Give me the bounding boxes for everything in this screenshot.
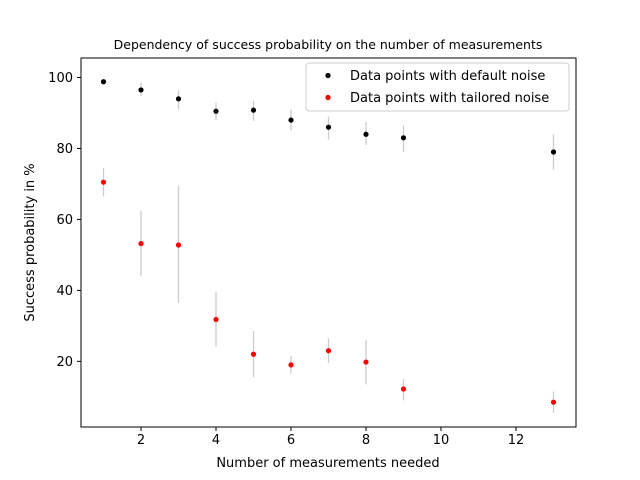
points-layer (100, 79, 557, 405)
x-tick-label: 10 (433, 433, 450, 448)
y-tick-label: 60 (56, 213, 73, 228)
y-tick-label: 80 (56, 142, 73, 157)
data-point-tailored (325, 348, 332, 354)
data-point-default (288, 117, 294, 123)
legend-marker-tailored (325, 94, 331, 101)
legend-box (305, 62, 570, 112)
data-point-tailored (100, 179, 107, 185)
legend-label-default: Data points with default noise (350, 69, 545, 84)
data-point-tailored (363, 359, 369, 365)
x-axis-ticks: 2 4 6 8 10 12 (137, 427, 524, 448)
x-tick-label: 8 (362, 433, 370, 448)
data-point-tailored (400, 386, 407, 392)
data-point-tailored (213, 316, 219, 323)
data-point-tailored (175, 242, 182, 248)
x-tick-label: 6 (287, 433, 295, 448)
chart-title: Dependency of success probability on the… (114, 37, 543, 52)
y-tick-label: 100 (48, 71, 73, 86)
y-tick-label: 20 (56, 355, 73, 370)
data-point-default (138, 87, 144, 93)
legend-marker-default (325, 72, 331, 79)
data-point-default (325, 124, 332, 130)
y-axis-ticks: 20 40 60 80 100 (48, 71, 81, 370)
data-point-default (100, 79, 107, 85)
data-point-tailored (288, 362, 294, 368)
errorbar-layer (102, 82, 555, 413)
data-point-tailored (550, 399, 557, 405)
legend-label-tailored: Data points with tailored noise (350, 91, 549, 106)
data-point-tailored (138, 240, 144, 247)
y-tick-label: 40 (56, 284, 73, 299)
data-point-default (550, 149, 557, 155)
x-axis-label: Number of measurements needed (216, 456, 439, 471)
data-point-tailored (250, 351, 257, 357)
plot-frame (80, 57, 577, 428)
data-point-default (175, 96, 182, 102)
legend: Data points with default noise Data poin… (305, 62, 570, 112)
data-point-default (213, 108, 219, 114)
data-point-default (363, 131, 369, 137)
data-point-default (400, 135, 407, 141)
x-tick-label: 4 (212, 433, 220, 448)
x-tick-label: 2 (137, 433, 145, 448)
x-tick-label: 12 (508, 433, 525, 448)
y-axis-label: Success probability in % (23, 163, 38, 321)
data-point-default (250, 107, 257, 113)
